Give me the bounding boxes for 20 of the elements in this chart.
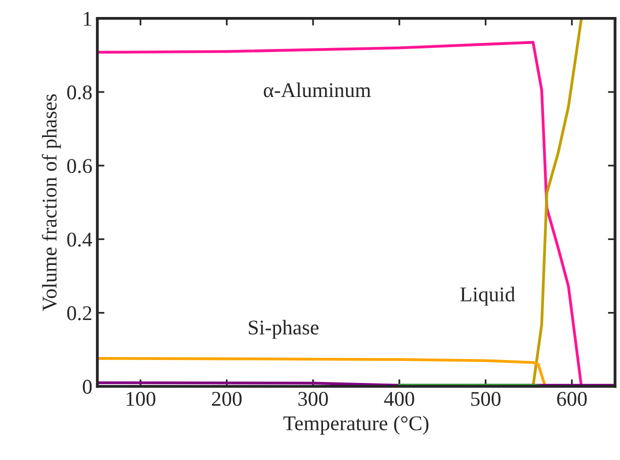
- x-tick-label: 100: [126, 392, 156, 406]
- y-axis-title: Volume fraction of phases: [42, 94, 61, 312]
- y-tick-label: 0.6: [67, 158, 92, 174]
- line-series: [97, 357, 547, 386]
- y-tick-label: 0.2: [67, 306, 92, 320]
- series-label: Liquid: [460, 286, 516, 306]
- x-tick-label: 600: [557, 392, 587, 406]
- y-tick-label: 0.4: [67, 232, 92, 247]
- line-series: [97, 40, 583, 386]
- series-label: Si-phase: [248, 320, 318, 339]
- y-tick-label: 1: [84, 12, 92, 26]
- y-tick-label: 0.8: [67, 85, 92, 100]
- x-axis-title: Temperature (°C): [283, 416, 428, 435]
- x-tick-label: 200: [212, 392, 242, 406]
- x-tick-label: 300: [298, 392, 328, 406]
- y-tick-label: 0: [82, 380, 92, 394]
- line-series: [532, 18, 583, 386]
- x-tick-label: 400: [384, 392, 414, 406]
- x-tick-label: 500: [471, 392, 500, 406]
- series-label: α-Aluminum: [264, 82, 371, 98]
